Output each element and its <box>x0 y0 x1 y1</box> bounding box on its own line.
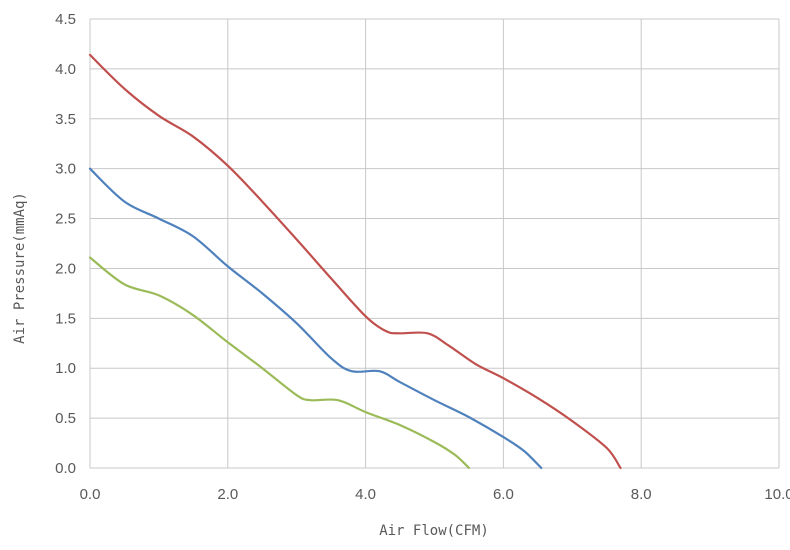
y-tick-label: 3.5 <box>55 111 76 128</box>
x-axis-title: Air Flow(CFM) <box>379 523 489 539</box>
grid <box>89 18 780 469</box>
series-line-2 <box>88 167 543 470</box>
y-tick-label: 4.5 <box>55 11 76 28</box>
y-tick-label: 1.0 <box>55 360 76 377</box>
y-tick-label: 0.0 <box>55 460 76 477</box>
x-tick-label: 6.0 <box>493 486 514 503</box>
y-tick-label: 4.0 <box>55 61 76 78</box>
y-tick-label: 2.0 <box>55 260 76 277</box>
x-tick-label: 2.0 <box>217 486 238 503</box>
y-tick-label: 1.5 <box>55 310 76 327</box>
y-tick-label: 2.5 <box>55 211 76 228</box>
x-tick-label: 0.0 <box>80 486 101 503</box>
y-tick-label: 3.0 <box>55 161 76 178</box>
y-tick-label: 0.5 <box>55 410 76 427</box>
x-tick-label: 8.0 <box>631 486 652 503</box>
data-lines <box>88 53 622 470</box>
series-line-1 <box>88 53 622 470</box>
x-tick-label: 10.0 <box>764 486 790 503</box>
series-line-3 <box>88 256 471 470</box>
x-tick-label: 4.0 <box>355 486 376 503</box>
tick-labels: 0.0 0.5 1.0 1.5 2.0 2.5 3.0 3.5 4.0 4.5 0.0 2.0 4.0 6… <box>55 11 790 503</box>
y-axis-title: Air Pressure(mmAq) <box>12 192 28 344</box>
